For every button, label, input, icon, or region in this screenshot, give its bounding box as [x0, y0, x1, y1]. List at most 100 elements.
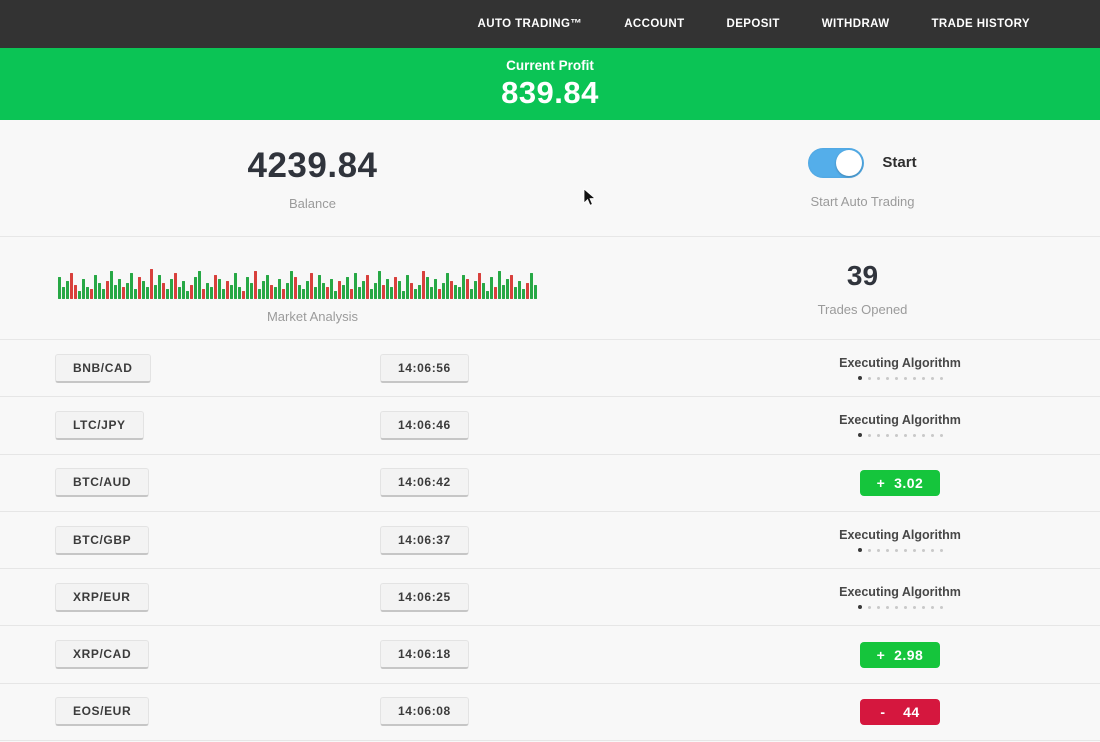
market-bar [101, 288, 105, 299]
market-bar [513, 286, 517, 299]
market-bar [461, 274, 465, 299]
market-bar [69, 272, 73, 299]
market-bar [453, 284, 457, 299]
balance-block: 4239.84 Balance [0, 120, 625, 236]
market-bar [289, 270, 293, 299]
market-bar [301, 288, 305, 299]
market-bar [237, 286, 241, 299]
time-pill[interactable]: 14:06:46 [380, 410, 469, 440]
time-pill[interactable]: 14:06:08 [380, 697, 469, 727]
market-bar [61, 286, 65, 299]
progress-dots-icon [857, 376, 943, 381]
market-bar [165, 288, 169, 299]
market-bar [197, 270, 201, 299]
market-bar [273, 286, 277, 299]
market-bar [89, 288, 93, 299]
market-bar [265, 274, 269, 299]
progress-dots-icon [857, 548, 943, 553]
market-bar [177, 286, 181, 299]
market-bar [441, 282, 445, 299]
market-bar [525, 282, 529, 299]
market-bar [305, 280, 309, 299]
trades-opened-value: 39 [846, 259, 879, 291]
market-bar [241, 290, 245, 299]
market-bar [65, 280, 69, 299]
market-bar [421, 270, 425, 299]
time-pill[interactable]: 14:06:37 [380, 525, 469, 555]
market-bar [341, 284, 345, 299]
status-cell: Executing Algorithm [760, 585, 1040, 610]
market-bar [249, 282, 253, 299]
progress-dots-icon [857, 433, 943, 438]
market-bar [129, 272, 133, 299]
pair-pill[interactable]: BTC/GBP [55, 525, 150, 555]
market-bar [389, 286, 393, 299]
trade-row: BTC/AUD 14:06:42 + 3.02 [0, 455, 1100, 512]
pair-pill[interactable]: BTC/AUD [55, 468, 150, 498]
start-auto-trading-toggle[interactable] [808, 147, 865, 178]
market-bar [369, 288, 373, 299]
market-bar [297, 284, 301, 299]
market-analysis-block: Market Analysis [0, 237, 625, 339]
market-bar [329, 278, 333, 299]
status-cell: Executing Algorithm [760, 413, 1040, 438]
pair-pill[interactable]: XRP/EUR [55, 582, 149, 612]
nav-item-account[interactable]: ACCOUNT [624, 18, 685, 30]
status-cell: Executing Algorithm [760, 356, 1040, 381]
market-bar [313, 286, 317, 299]
market-bar [397, 280, 401, 299]
market-bar [345, 276, 349, 299]
market-bar [481, 282, 485, 299]
market-bar [517, 280, 521, 299]
market-bar [141, 280, 145, 299]
market-bar [213, 274, 217, 299]
market-bar [501, 284, 505, 299]
profit-badge: + 3.02 [860, 469, 940, 496]
market-bar [361, 280, 365, 299]
market-bar [489, 276, 493, 299]
market-bar [477, 272, 481, 299]
market-bar [521, 288, 525, 299]
nav-item-auto-trading[interactable]: AUTO TRADING™ [477, 18, 583, 30]
market-bar [169, 278, 173, 299]
market-bar [261, 280, 265, 299]
current-profit-label: Current Profit [506, 57, 594, 73]
auto-trading-toggle-block: Start Start Auto Trading [625, 120, 1100, 236]
market-bar [185, 290, 189, 299]
nav-item-withdraw[interactable]: WITHDRAW [821, 18, 890, 30]
status-cell: - 44 [760, 698, 1040, 725]
market-bar [333, 290, 337, 299]
nav-item-trade-history[interactable]: TRADE HISTORY [931, 18, 1030, 30]
market-bar [433, 278, 437, 299]
market-bar [205, 282, 209, 299]
market-bar [245, 276, 249, 299]
current-profit-value: 839.84 [501, 74, 599, 110]
market-bar [473, 280, 477, 299]
market-bar [97, 282, 101, 299]
market-bar [405, 274, 409, 299]
market-bar [109, 270, 113, 299]
time-pill[interactable]: 14:06:56 [380, 353, 469, 383]
time-pill[interactable]: 14:06:25 [380, 582, 469, 612]
market-bar [497, 270, 501, 299]
time-pill[interactable]: 14:06:18 [380, 640, 469, 670]
pair-pill[interactable]: BNB/CAD [55, 353, 151, 383]
time-pill[interactable]: 14:06:42 [380, 468, 469, 498]
pair-pill[interactable]: LTC/JPY [55, 410, 144, 440]
pair-pill[interactable]: XRP/CAD [55, 640, 150, 670]
status-cell: + 3.02 [760, 469, 1040, 496]
pair-pill[interactable]: EOS/EUR [55, 697, 150, 727]
nav-item-deposit[interactable]: DEPOSIT [726, 18, 780, 30]
market-bar [321, 282, 325, 299]
market-bar [381, 284, 385, 299]
executing-algorithm-label: Executing Algorithm [839, 528, 961, 543]
market-bar [469, 288, 473, 299]
market-bar [193, 276, 197, 299]
trade-row: XRP/EUR 14:06:25 Executing Algorithm [0, 569, 1100, 627]
trade-row: BNB/CAD 14:06:56 Executing Algorithm [0, 340, 1100, 398]
market-bar [509, 274, 513, 299]
market-bar [181, 280, 185, 299]
trade-row: XRP/CAD 14:06:18 + 2.98 [0, 626, 1100, 684]
market-bar [357, 286, 361, 299]
market-bar [233, 272, 237, 299]
